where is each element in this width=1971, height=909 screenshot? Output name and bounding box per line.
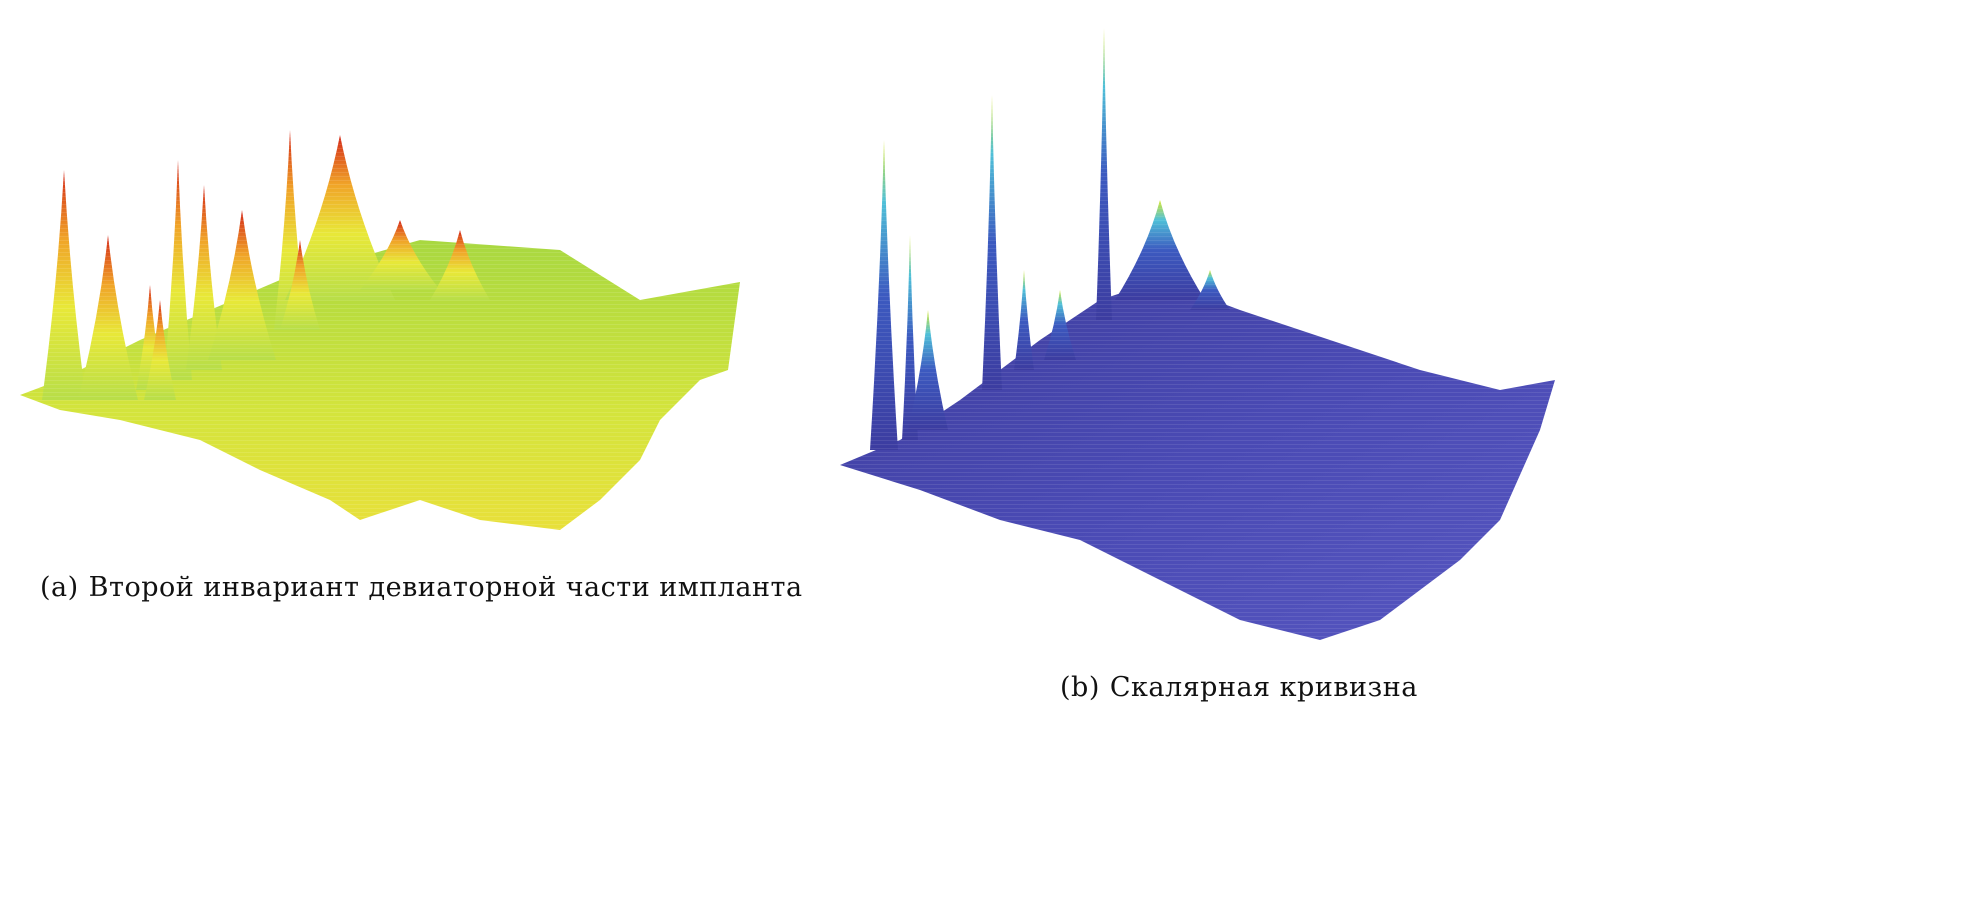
surface-plot-a [20,120,740,540]
caption-b: (b) Скалярная кривизна [1060,672,1418,703]
caption-a-text: Второй инвариант девиаторной части импла… [88,572,803,603]
caption-a-label: (a) [40,572,79,603]
surface-plot-b [840,20,1560,645]
scanline-overlay-b [840,20,1560,645]
caption-b-label: (b) [1060,672,1100,703]
scanline-overlay-a [20,120,740,540]
caption-a: (a) Второй инвариант девиаторной части им… [40,572,803,603]
caption-b-text: Скалярная кривизна [1109,672,1418,703]
